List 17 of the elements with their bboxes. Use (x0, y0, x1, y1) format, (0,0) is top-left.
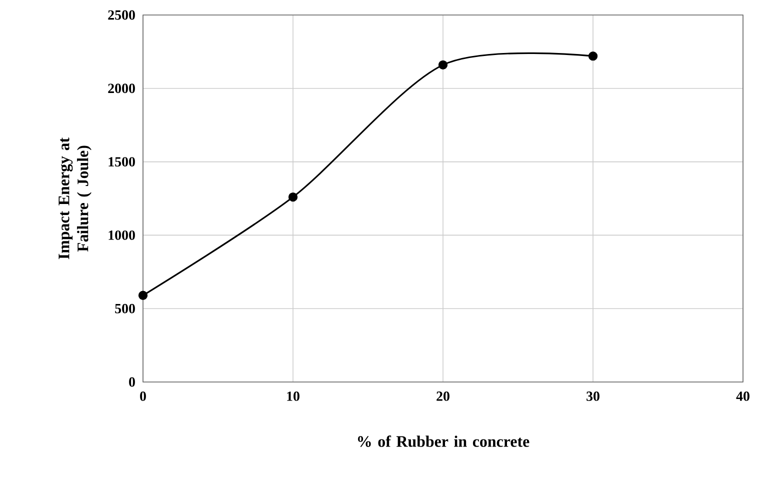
x-axis-title: % of Rubber in concrete (358, 436, 530, 447)
y-tick-label: 2500 (108, 10, 135, 20)
point (288, 192, 298, 202)
y-tick-label: 1000 (108, 230, 135, 240)
y-tick-label: 2000 (108, 84, 135, 94)
x-tick-label: 30 (586, 392, 600, 401)
point (438, 60, 448, 70)
x-tick-label: 20 (436, 392, 450, 401)
y-tick-label: 500 (115, 304, 135, 314)
point (588, 52, 598, 61)
x-tick-label: 40 (736, 392, 750, 401)
y-tick-label: 1500 (108, 157, 135, 167)
point (138, 290, 148, 300)
x-tick-label: 0 (140, 392, 146, 401)
y-axis-title: Impact Energy at Failure ( Joule) (58, 137, 92, 260)
y-tick-label: 0 (129, 377, 135, 387)
x-tick-label: 10 (287, 392, 300, 401)
